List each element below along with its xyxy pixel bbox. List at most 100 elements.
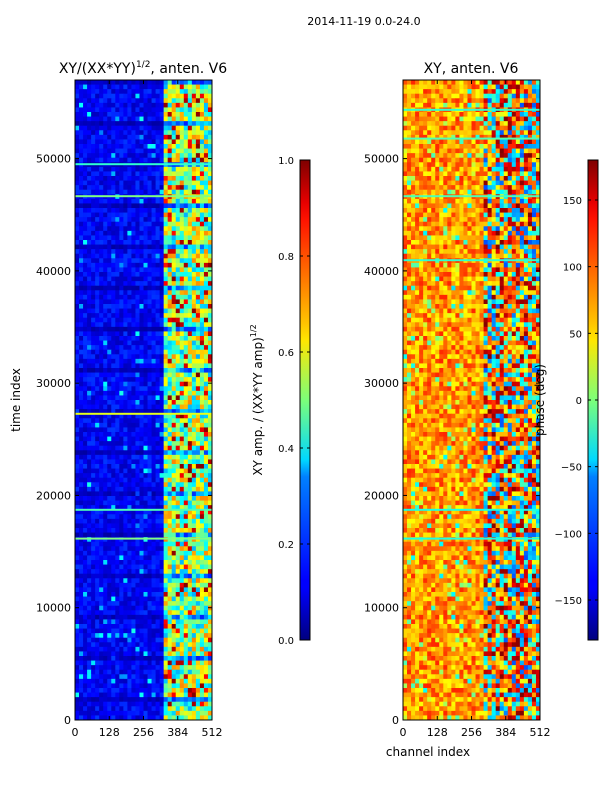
amplitude-heatmap-cell (131, 272, 136, 277)
amplitude-heatmap-cell (167, 221, 173, 227)
amplitude-heatmap-cell (139, 249, 144, 255)
amplitude-heatmap-cell (95, 610, 100, 616)
amplitude-heatmap-cell (199, 89, 205, 95)
amplitude-heatmap-cell (135, 253, 140, 259)
amplitude-heatmap-cell (103, 294, 108, 300)
amplitude-heatmap-cell (167, 587, 173, 593)
amplitude-heatmap-cell (187, 642, 193, 648)
amplitude-heatmap-cell (123, 665, 128, 671)
phase-heatmap-cell (431, 84, 436, 90)
amplitude-heatmap-cell (171, 537, 177, 543)
phase-heatmap-cell (523, 84, 529, 90)
amplitude-heatmap-cell (123, 614, 128, 620)
amplitude-heatmap-cell (155, 514, 161, 520)
amplitude-heatmap-cell (119, 240, 124, 245)
amplitude-heatmap-cell (119, 555, 124, 561)
amplitude-heatmap-cell (87, 642, 92, 648)
amplitude-heatmap-cell (151, 445, 156, 451)
amplitude-heatmap-cell (147, 326, 152, 332)
amplitude-heatmap-cell (171, 326, 177, 332)
amplitude-heatmap-cell (79, 592, 84, 597)
amplitude-heatmap-cell (175, 541, 181, 547)
amplitude-heatmap-cell (199, 619, 205, 625)
amplitude-heatmap-cell (147, 674, 152, 680)
amplitude-heatmap-cell (183, 710, 189, 716)
amplitude-heatmap-cell (95, 153, 100, 159)
amplitude-heatmap-cell (75, 180, 80, 186)
amplitude-heatmap-cell (187, 445, 193, 451)
amplitude-heatmap-cell (95, 473, 100, 479)
amplitude-heatmap-cell (183, 121, 189, 127)
amplitude-heatmap-cell (75, 409, 80, 415)
amplitude-heatmap-cell (79, 340, 84, 346)
amplitude-heatmap-cell (135, 422, 140, 428)
amplitude-heatmap-cell (111, 240, 116, 245)
amplitude-heatmap-cell (111, 413, 116, 419)
amplitude-heatmap-cell (99, 624, 104, 629)
amplitude-heatmap-cell (87, 674, 92, 680)
amplitude-heatmap-cell (159, 294, 165, 300)
amplitude-heatmap-cell (159, 395, 165, 401)
amplitude-heatmap-cell (203, 235, 209, 241)
amplitude-heatmap-cell (167, 697, 173, 703)
amplitude-heatmap-cell (83, 326, 88, 332)
amplitude-heatmap-cell (179, 317, 185, 323)
amplitude-heatmap-cell (179, 203, 185, 209)
amplitude-heatmap-cell (147, 528, 152, 533)
amplitude-heatmap-cell (75, 349, 80, 355)
amplitude-heatmap-cell (75, 313, 80, 319)
amplitude-heatmap-cell (167, 121, 173, 127)
amplitude-heatmap-cell (195, 477, 201, 483)
amplitude-heatmap-cell (147, 400, 152, 405)
amplitude-heatmap-cell (155, 336, 161, 341)
amplitude-heatmap-cell (83, 413, 88, 419)
amplitude-heatmap-cell (171, 637, 177, 643)
amplitude-heatmap-cell (167, 422, 173, 428)
amplitude-heatmap-cell (159, 80, 165, 85)
amplitude-heatmap-cell (83, 582, 88, 588)
amplitude-heatmap-cell (143, 240, 148, 245)
amplitude-heatmap-cell (187, 125, 193, 131)
amplitude-heatmap-cell (135, 98, 140, 104)
amplitude-heatmap-cell (163, 404, 169, 410)
amplitude-heatmap-cell (195, 125, 201, 131)
amplitude-heatmap-cell (147, 683, 152, 689)
amplitude-heatmap-cell (107, 235, 112, 241)
amplitude-heatmap-cell (111, 217, 116, 223)
amplitude-heatmap-cell (187, 436, 193, 442)
amplitude-heatmap-cell (183, 715, 189, 720)
amplitude-heatmap-cell (187, 166, 193, 172)
amplitude-heatmap-cell (151, 628, 156, 634)
amplitude-heatmap-cell (99, 345, 104, 351)
amplitude-heatmap-cell (143, 555, 148, 561)
amplitude-heatmap-cell (175, 345, 181, 351)
amplitude-heatmap-cell (203, 203, 209, 209)
amplitude-heatmap-cell (187, 665, 193, 671)
amplitude-heatmap-cell (99, 482, 104, 488)
amplitude-heatmap-cell (139, 180, 144, 186)
amplitude-heatmap-cell (187, 102, 193, 108)
amplitude-heatmap-cell (191, 450, 197, 456)
amplitude-heatmap-cell (199, 569, 205, 575)
amplitude-heatmap-cell (107, 697, 112, 703)
amplitude-heatmap-cell (167, 84, 173, 90)
amplitude-heatmap-cell (159, 509, 165, 515)
amplitude-heatmap-cell (91, 308, 96, 314)
amplitude-heatmap-cell (135, 646, 140, 652)
amplitude-heatmap-cell (195, 89, 201, 95)
amplitude-heatmap-cell (167, 592, 173, 597)
amplitude-heatmap-cell (79, 683, 84, 689)
amplitude-heatmap-cell (123, 276, 128, 282)
amplitude-heatmap-cell (187, 413, 193, 419)
amplitude-heatmap-cell (147, 176, 152, 181)
amplitude-heatmap-cell (155, 125, 161, 131)
amplitude-heatmap-cell (203, 619, 209, 625)
amplitude-heatmap-cell (163, 80, 169, 85)
amplitude-heatmap-cell (119, 418, 124, 424)
amplitude-heatmap-cell (203, 354, 209, 360)
amplitude-heatmap-cell (115, 710, 120, 716)
amplitude-heatmap-cell (203, 422, 209, 428)
phase-heatmap-cell (419, 84, 424, 90)
amplitude-heatmap-cell (127, 578, 132, 584)
amplitude-heatmap-cell (103, 592, 108, 597)
